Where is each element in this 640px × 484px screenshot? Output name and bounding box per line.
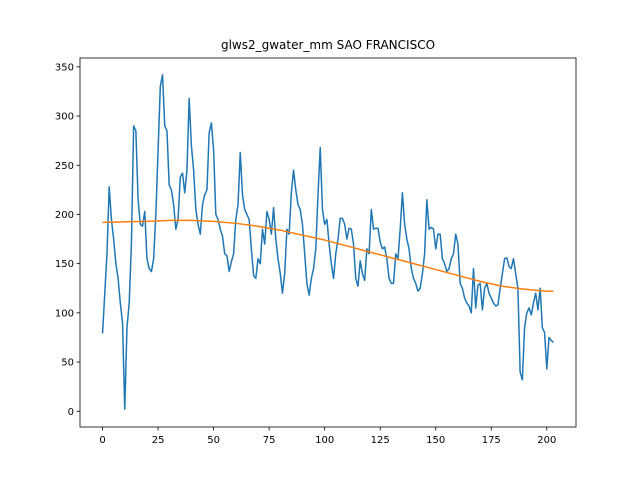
- x-tick-label: 75: [263, 435, 276, 446]
- x-tick-label: 25: [152, 435, 165, 446]
- y-tick-label: 0: [68, 407, 74, 418]
- x-tick-label: 50: [207, 435, 220, 446]
- chart-title: glws2_gwater_mm SAO FRANCISCO: [221, 38, 435, 52]
- y-tick-label: 100: [55, 308, 74, 319]
- y-tick-label: 50: [61, 358, 74, 369]
- y-tick-label: 150: [55, 259, 74, 270]
- y-tick-label: 250: [55, 161, 74, 172]
- x-tick-label: 125: [371, 435, 390, 446]
- series-line: [102, 219, 554, 292]
- x-tick-label: 200: [537, 435, 556, 446]
- x-tick-label: 0: [99, 435, 105, 446]
- y-tick-label: 350: [55, 62, 74, 73]
- y-tick-label: 300: [55, 112, 74, 123]
- x-tick-label: 100: [315, 435, 334, 446]
- series-line: [101, 73, 554, 411]
- x-tick-label: 150: [426, 435, 445, 446]
- y-tick-label: 200: [55, 210, 74, 221]
- x-tick-label: 175: [482, 435, 501, 446]
- plot-frame: [79, 57, 577, 428]
